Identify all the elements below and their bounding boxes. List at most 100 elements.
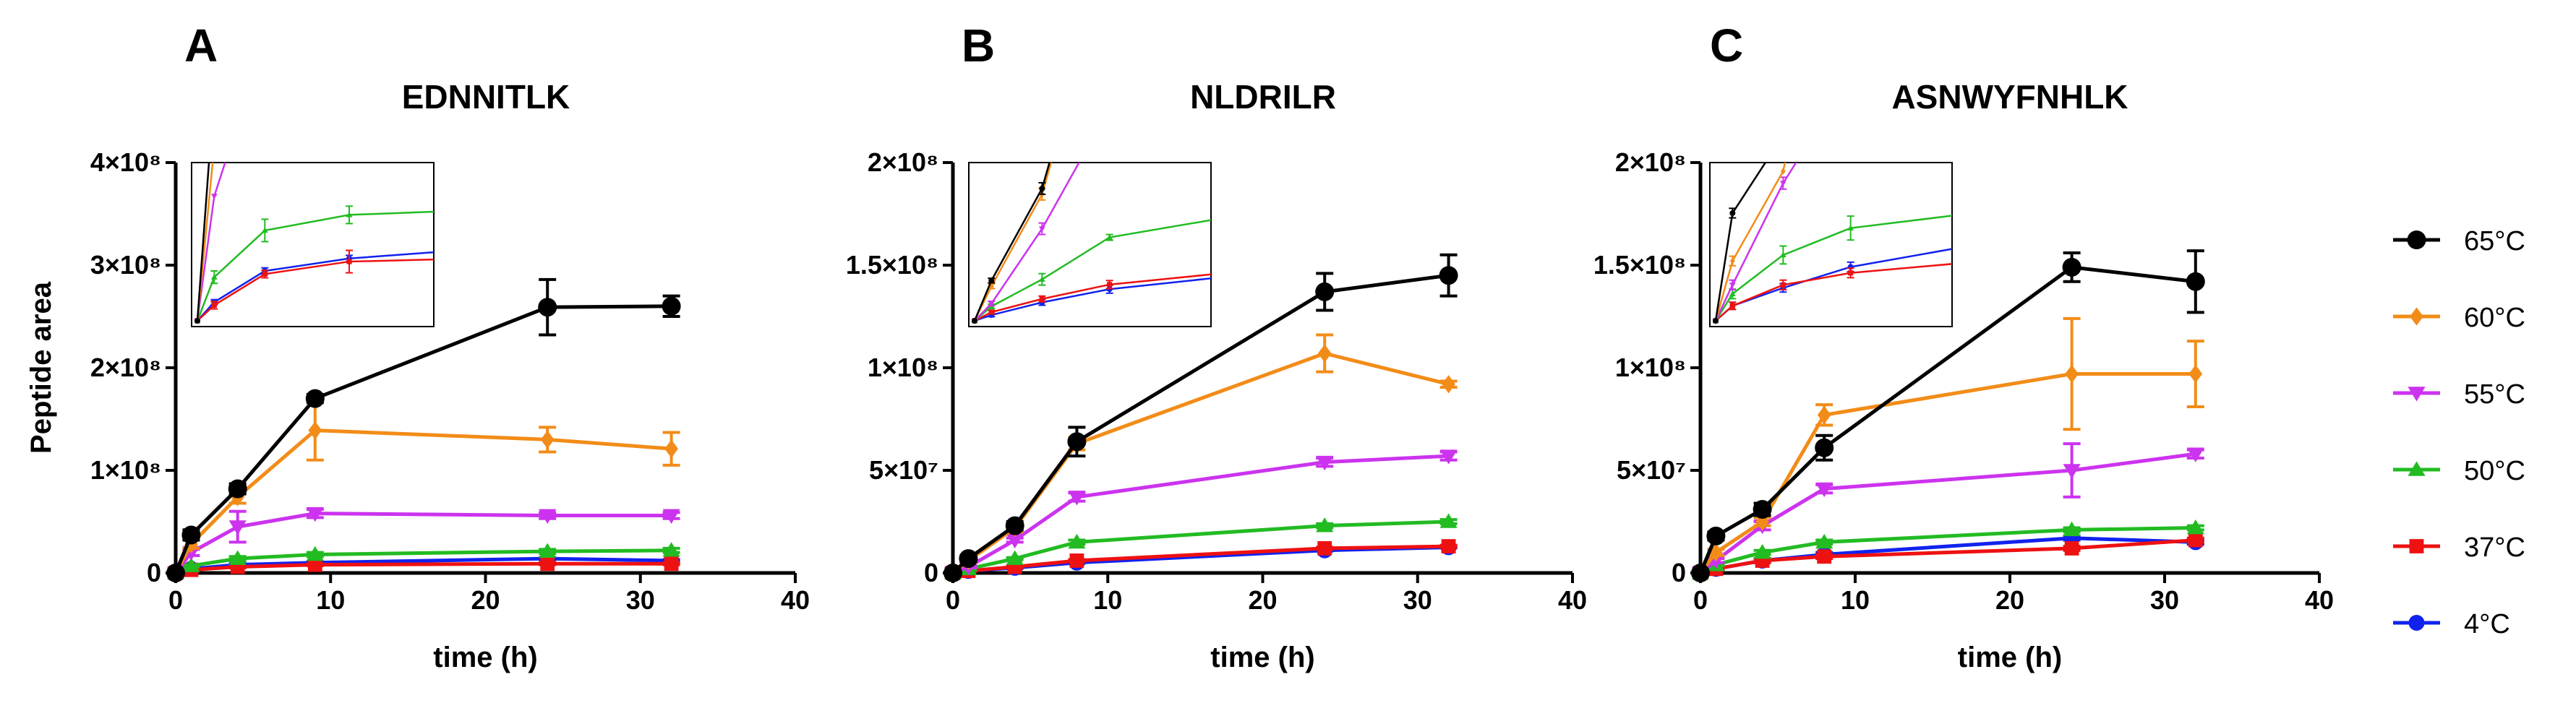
inset-data-point (1779, 181, 1786, 186)
series-55c (943, 449, 1458, 582)
series-65c (166, 277, 681, 582)
data-point (1441, 539, 1456, 553)
data-point (228, 550, 247, 565)
data-point (664, 556, 679, 572)
inset-series-line (1715, 263, 1952, 322)
inset-data-point (734, 197, 740, 202)
inset-data-point (1377, 255, 1382, 260)
y-tick-label: 5×10⁷ (1617, 455, 1686, 485)
inset-series-55c (1712, 20, 2124, 324)
data-point (959, 549, 978, 569)
data-point (1439, 513, 1458, 528)
data-point (1691, 564, 1710, 582)
inset-data-point (210, 274, 218, 280)
legend-marker (2408, 615, 2425, 631)
inset-data-point (210, 194, 218, 199)
inset-data-point (1780, 168, 1786, 175)
x-tick-label: 30 (1403, 585, 1432, 615)
data-point (540, 430, 555, 449)
data-point (307, 557, 322, 572)
x-tick-label: 40 (781, 585, 810, 615)
inset-data-point (1729, 303, 1735, 309)
x-tick-label: 30 (2150, 585, 2179, 615)
legend-marker (2410, 307, 2423, 326)
data-point (1316, 455, 1334, 471)
data-point (2188, 532, 2203, 548)
data-point (539, 543, 557, 558)
y-tick-label: 1×10⁸ (868, 353, 938, 382)
inset-data-point (1729, 283, 1736, 288)
y-tick-label: 2×10⁸ (868, 147, 938, 177)
data-point (2063, 521, 2081, 537)
inset-frame (1709, 162, 1953, 327)
inset-data-point (972, 318, 977, 324)
data-point (305, 389, 325, 408)
data-point (2186, 272, 2205, 291)
inset-series-line (196, 163, 214, 322)
data-point (1439, 449, 1458, 465)
inset-data-point (2252, 186, 2259, 191)
series-line (951, 351, 1450, 574)
inset-data-point (1713, 318, 1719, 324)
inset-data-point (1512, 249, 1518, 254)
x-axis-label: time (h) (1210, 642, 1314, 673)
inset-data-point (1377, 257, 1382, 263)
series-65c (943, 253, 1458, 582)
inset-data-point (2118, 216, 2123, 222)
series-line (1699, 452, 2196, 574)
legend-item-60c: 60°C (2393, 303, 2525, 333)
x-tick-label: 0 (946, 585, 960, 615)
x-tick-label: 10 (316, 585, 345, 615)
inset-data-point (261, 227, 268, 233)
x-tick-label: 0 (1693, 585, 1708, 615)
data-point (182, 557, 200, 572)
data-point (181, 525, 201, 545)
inset-plot-area (194, 87, 740, 324)
y-tick-label: 1.5×10⁸ (846, 250, 938, 280)
data-point (1753, 544, 1771, 559)
legend-item-50c: 50°C (2393, 456, 2525, 486)
inset-data-point (1106, 234, 1113, 240)
data-point (1753, 499, 1772, 519)
inset-data-point (599, 253, 604, 258)
inset-series-line (1714, 163, 1797, 322)
series-line (1699, 526, 2196, 575)
inset-data-point (2118, 20, 2124, 25)
inset-data-point (2118, 192, 2124, 197)
chart-panel-a: A EDNNITLK 0 10 20 30 40 0 1×10⁸ 2×10⁸ 3×10⁸ 4×10⁸ t… (25, 20, 810, 673)
inset-data-point (1106, 105, 1113, 111)
x-tick-label: 20 (471, 585, 500, 615)
inset-data-point (346, 259, 352, 264)
y-tick-label: 1×10⁸ (90, 455, 161, 485)
inset-series-line (1714, 163, 1767, 322)
inset-data-point (1038, 276, 1045, 282)
y-tick-label: 1.5×10⁸ (1593, 250, 1686, 280)
inset-chart (191, 87, 740, 327)
data-point (1068, 533, 1086, 549)
data-point (1317, 344, 1332, 363)
y-tick-label: 0 (1672, 558, 1686, 587)
legend-marker (2408, 461, 2426, 476)
data-point (664, 439, 678, 458)
inset-data-point (735, 246, 740, 252)
inset-data-point (211, 87, 217, 93)
chart-title: EDNNITLK (402, 78, 570, 116)
inset-chart (968, 105, 1518, 327)
inset-data-point (1039, 296, 1045, 302)
inset-data-point (1377, 189, 1383, 194)
inset-frame (968, 162, 1212, 327)
legend-marker (2408, 387, 2426, 402)
x-tick-label: 40 (1558, 585, 1587, 615)
series-line (1699, 372, 2196, 574)
inset-data-point (211, 302, 217, 309)
legend-item-4c: 4°C (2393, 609, 2510, 639)
inset-data-point (194, 318, 200, 324)
data-point (2186, 519, 2204, 535)
data-point (943, 564, 962, 582)
inset-data-point (599, 202, 606, 207)
inset-data-point (2253, 223, 2258, 228)
legend-item-37c: 37°C (2393, 532, 2525, 563)
inset-series-line (197, 258, 434, 322)
panel-letter: C (1710, 20, 1743, 72)
data-point (306, 545, 324, 561)
